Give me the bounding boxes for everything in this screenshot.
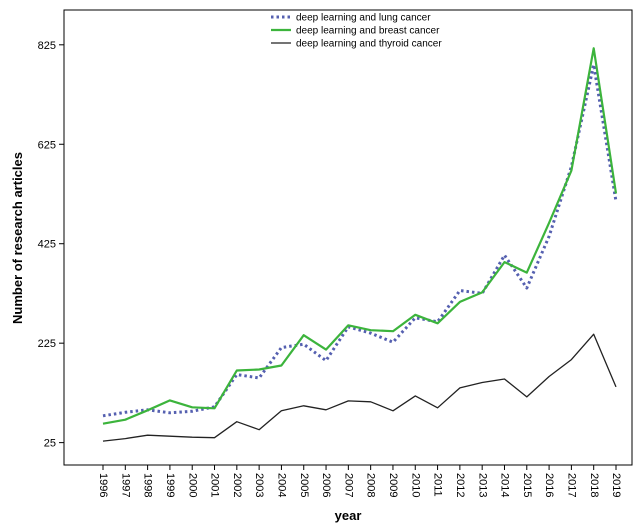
x-tick-label: 2014 (499, 473, 511, 497)
series-line-3 (102, 333, 617, 442)
x-tick-label: 2009 (387, 473, 399, 497)
y-axis: 25 225 425 625 825 (38, 40, 64, 450)
x-tick-label: 2016 (543, 473, 555, 497)
x-tick-label: 2000 (186, 473, 198, 497)
x-tick-label: 2006 (320, 473, 332, 497)
x-tick-label: 2010 (409, 473, 421, 497)
x-tick-label: 1999 (164, 473, 176, 497)
x-tick-label: 2015 (521, 473, 533, 497)
legend-label-2: deep learning and breast cancer (296, 26, 440, 37)
x-tick-label: 2003 (253, 473, 265, 497)
x-tick-label: 2007 (342, 473, 354, 497)
x-tick-label: 2017 (565, 473, 577, 497)
y-tick-label: 225 (38, 338, 56, 350)
x-tick-label: 2004 (276, 473, 288, 497)
y-tick-label: 825 (38, 40, 56, 52)
x-tick-label: 2012 (454, 473, 466, 497)
x-axis: 1996 1997 1998 1999 2000 2001 2002 2003 2004 2005… (97, 465, 622, 497)
x-tick-label: 1996 (97, 473, 109, 497)
x-tick-label: 2011 (432, 473, 444, 497)
x-tick-label: 2005 (298, 473, 310, 497)
series-line-2 (102, 47, 618, 425)
series-line-1 (102, 63, 618, 418)
legend-label-1: deep learning and lung cancer (296, 13, 431, 24)
x-axis-title: year (335, 508, 362, 523)
x-tick-label: 2001 (209, 473, 221, 497)
y-tick-label: 25 (44, 438, 56, 450)
y-tick-label: 425 (38, 239, 56, 251)
x-tick-label: 2008 (365, 473, 377, 497)
x-tick-label: 1998 (142, 473, 154, 497)
x-tick-label: 2002 (231, 473, 243, 497)
series-layer (102, 47, 618, 442)
x-tick-label: 2019 (610, 473, 622, 497)
y-axis-title: Number of research articles (10, 152, 25, 324)
x-tick-label: 2018 (588, 473, 600, 497)
x-tick-label: 1997 (119, 473, 131, 497)
y-tick-label: 625 (38, 139, 56, 151)
legend-label-3: deep learning and thyroid cancer (296, 39, 442, 50)
x-tick-label: 2013 (476, 473, 488, 497)
legend: deep learning and lung cancer deep learni… (271, 13, 442, 50)
